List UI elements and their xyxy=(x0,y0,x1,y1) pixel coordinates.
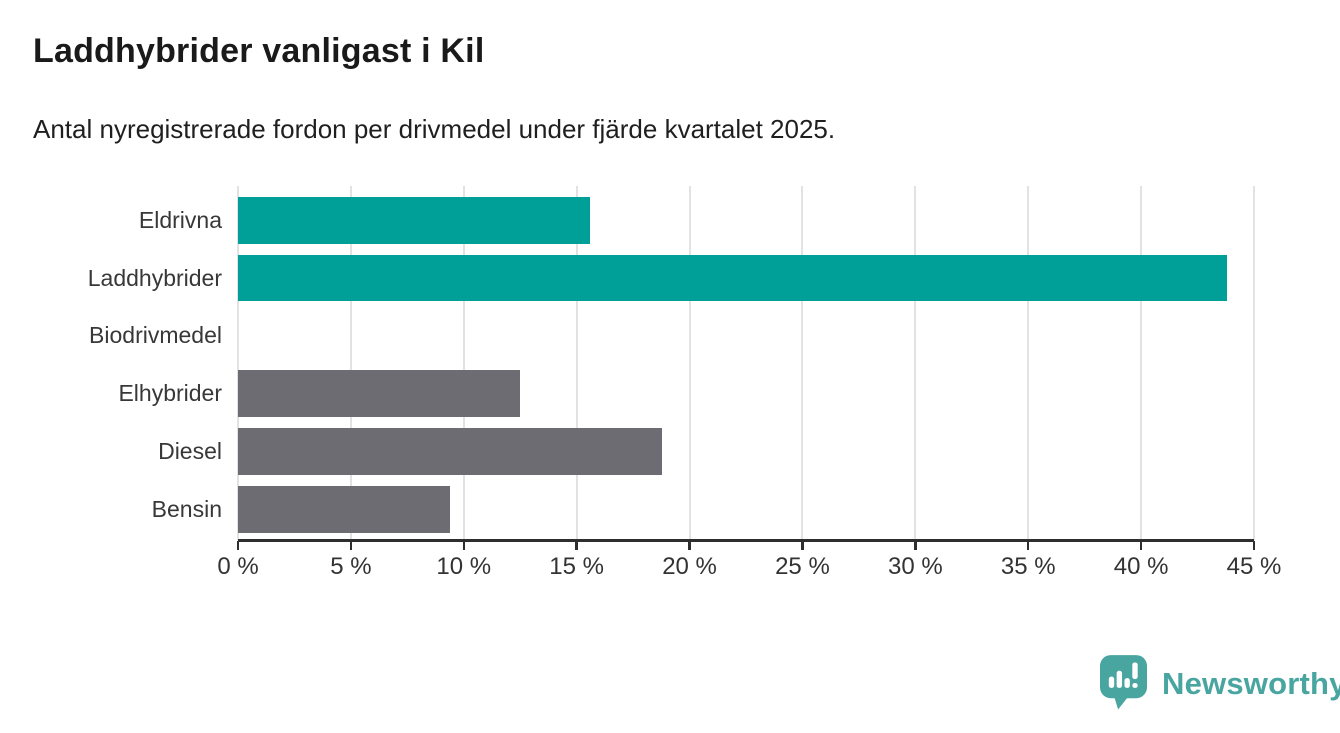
category-label: Laddhybrider xyxy=(87,264,222,291)
x-tick xyxy=(575,541,578,550)
gridline xyxy=(914,186,917,540)
category-label: Bensin xyxy=(151,495,222,522)
gridline xyxy=(801,186,804,540)
x-tick xyxy=(462,541,466,550)
x-tick xyxy=(1026,541,1030,550)
x-tick-label: 30 % xyxy=(887,553,943,580)
plot-area xyxy=(237,186,1255,540)
x-tick-label: 45 % xyxy=(1226,553,1282,580)
x-axis-tick-labels: 0 % 5 % 10 % 15 % 20 % 25 % 30 % 35 % 40 % 45 % xyxy=(217,553,1281,583)
chart-subtitle: Antal nyregistrerade fordon per drivmede… xyxy=(33,114,836,144)
category-label: Diesel xyxy=(158,437,222,464)
bar-diesel xyxy=(238,428,663,475)
x-tick-label: 35 % xyxy=(1000,553,1056,580)
x-tick-label: 15 % xyxy=(549,553,605,580)
newsworthy-logo-text: Newsworthy xyxy=(1162,665,1340,701)
category-label: Biodrivmedel xyxy=(89,322,222,349)
bar-bensin xyxy=(238,486,451,533)
category-label: Elhybrider xyxy=(118,380,222,407)
gridline xyxy=(575,186,578,540)
x-tick xyxy=(801,541,804,550)
gridline xyxy=(1253,186,1255,540)
x-tick-label: 10 % xyxy=(436,553,492,580)
gridline xyxy=(237,186,239,540)
gridline xyxy=(462,186,465,540)
gridline xyxy=(1027,186,1030,540)
gridline xyxy=(349,186,352,540)
bar-elhybrider xyxy=(238,370,521,417)
x-axis-line xyxy=(238,539,1254,542)
x-tick-label: 25 % xyxy=(775,553,830,580)
x-tick-label: 40 % xyxy=(1113,553,1169,580)
bar-laddhybrider xyxy=(238,254,1227,302)
newsworthy-logo-icon xyxy=(1100,655,1147,712)
x-tick xyxy=(236,541,240,550)
x-tick xyxy=(1252,541,1256,550)
x-tick xyxy=(349,541,353,550)
x-tick xyxy=(688,541,691,550)
x-axis-ticks xyxy=(236,541,1256,551)
category-axis-labels: Eldrivna Laddhybrider Biodrivmedel Elhybrid… xyxy=(0,186,222,540)
gridline xyxy=(688,186,691,540)
bar-eldrivna xyxy=(238,197,591,244)
x-tick xyxy=(1139,541,1143,550)
x-tick xyxy=(914,541,917,550)
category-label: Eldrivna xyxy=(138,206,222,233)
newsworthy-logo: Newsworthy xyxy=(1100,655,1340,712)
gridline xyxy=(1140,186,1143,540)
x-tick-label: 0 % xyxy=(217,553,259,580)
x-tick-label: 20 % xyxy=(662,553,717,580)
x-tick-label: 5 % xyxy=(330,553,372,580)
chart-title: Laddhybrider vanligast i Kil xyxy=(33,32,485,70)
